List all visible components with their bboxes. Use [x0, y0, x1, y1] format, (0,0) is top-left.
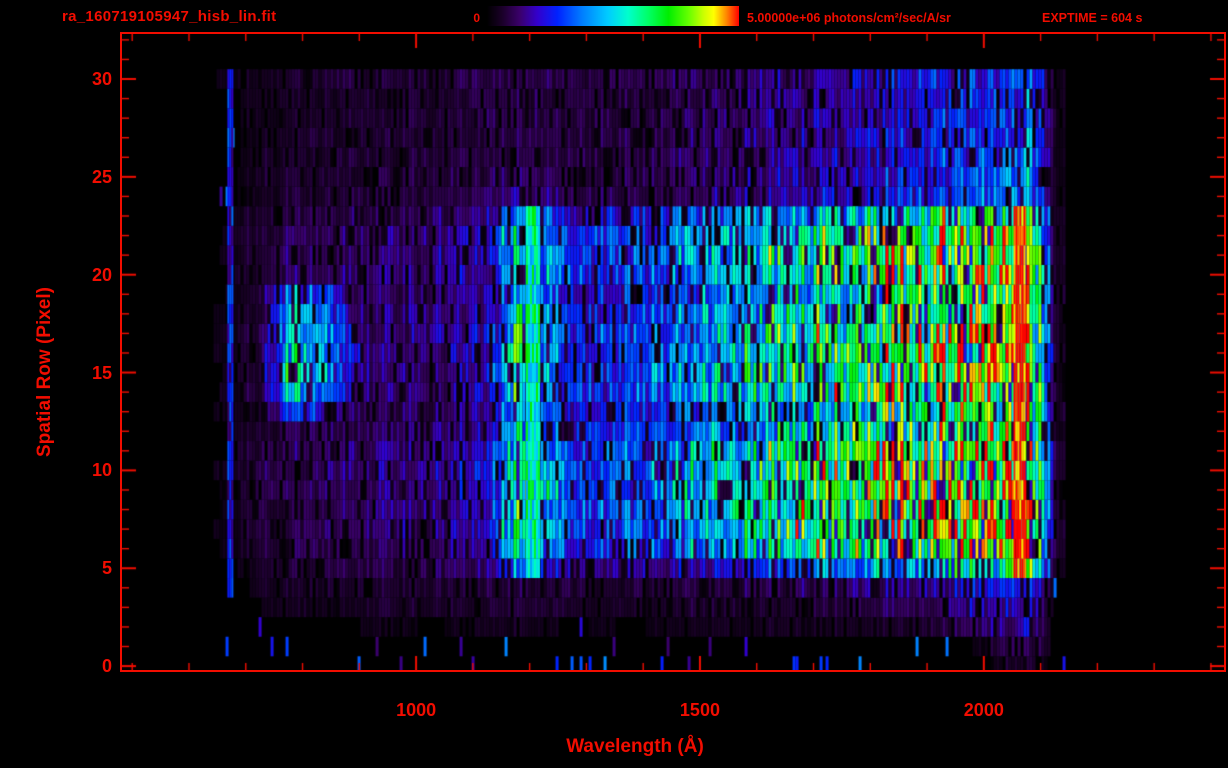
spectral-image-canvas	[122, 34, 1224, 670]
colorbar-min-label: 0	[473, 11, 480, 25]
exptime-label: EXPTIME = 604 s	[1042, 11, 1143, 25]
y-tick-label: 30	[91, 69, 112, 89]
colorbar-gradient	[487, 6, 739, 26]
y-tick-label: 0	[101, 656, 112, 677]
y-axis-title: Spatial Row (Pixel)	[34, 287, 55, 457]
filename-title: ra_160719105947_hisb_lin.fit	[62, 8, 277, 25]
y-tick-label: 15	[91, 362, 112, 383]
y-tick-label: 20	[91, 264, 112, 285]
y-tick-label: 10	[91, 460, 112, 481]
plot-frame	[120, 32, 1226, 672]
y-tick-label: 5	[101, 558, 112, 579]
x-tick-label: 1000	[396, 700, 437, 720]
y-tick-label: 25	[91, 166, 112, 187]
x-tick-label: 2000	[963, 700, 1004, 720]
x-axis-title: Wavelength (Å)	[566, 736, 704, 757]
colorbar-max-label: 5.00000e+06 photons/cm²/sec/A/sr	[747, 11, 951, 25]
x-tick-label: 1500	[679, 700, 720, 720]
